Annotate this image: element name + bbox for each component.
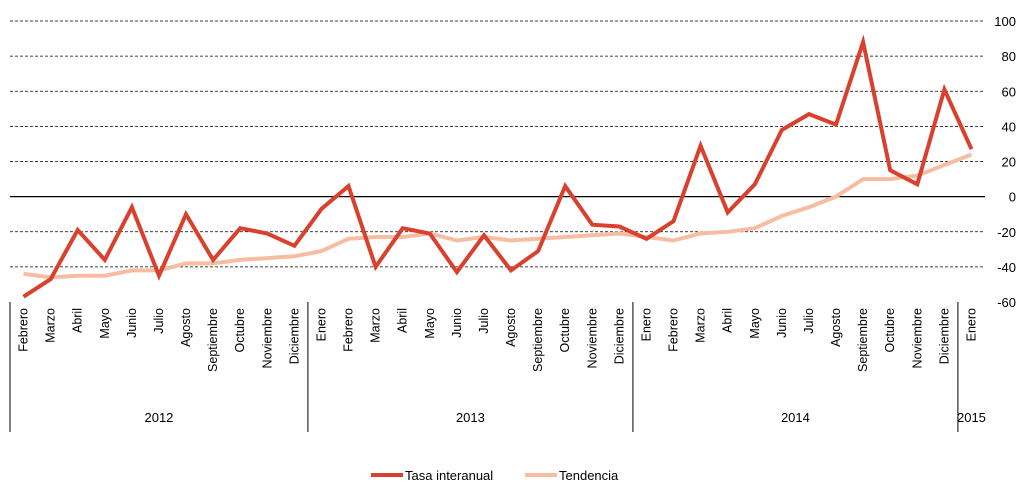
x-category-label: Noviembre	[910, 308, 924, 368]
x-category-label: Febrero	[667, 308, 681, 352]
y-tick-label: -40	[997, 260, 1016, 275]
y-tick-label: 100	[994, 14, 1016, 29]
year-label: 2012	[144, 410, 173, 425]
x-category-label: Agosto	[179, 308, 193, 347]
y-tick-label: 80	[1002, 49, 1016, 64]
gridlines	[10, 20, 985, 268]
x-category-label: Diciembre	[287, 308, 301, 364]
x-category-label: Mayo	[423, 308, 437, 339]
x-category-label: Julio	[802, 308, 816, 334]
legend-label-tasa-interanual: Tasa interanual	[405, 468, 493, 483]
axes	[9, 196, 985, 432]
y-tick-label: 20	[1002, 155, 1016, 170]
y-tick-labels: -60 -40 -20 0 20 40 60 80 100	[994, 14, 1016, 310]
x-category-label: Octubre	[233, 308, 247, 353]
series-lines	[22, 34, 974, 299]
x-category-label: Septiembre	[856, 308, 870, 372]
x-category-label: Enero	[639, 308, 653, 341]
x-category-label: Julio	[477, 308, 491, 334]
x-category-label: Junio	[125, 308, 139, 338]
x-category-label: Octubre	[558, 308, 572, 353]
x-category-label: Diciembre	[937, 308, 951, 364]
y-tick-label: -60	[997, 295, 1016, 310]
x-category-label: Septiembre	[206, 308, 220, 372]
x-category-label: Diciembre	[612, 308, 626, 364]
x-category-label: Julio	[152, 308, 166, 334]
x-category-label: Junio	[450, 308, 464, 338]
series-line-tasa-interanual	[22, 34, 974, 299]
x-category-label: Noviembre	[585, 308, 599, 368]
x-category-label: Agosto	[829, 308, 843, 347]
x-category-label: Marzo	[44, 308, 58, 343]
y-tick-label: -20	[997, 225, 1016, 240]
x-category-label: Mayo	[748, 308, 762, 339]
year-label: 2013	[456, 410, 485, 425]
x-category-label: Febrero	[342, 308, 356, 352]
y-tick-label: 40	[1002, 119, 1016, 134]
x-category-label: Noviembre	[260, 308, 274, 368]
x-category-labels: Febrero Marzo Abril Mayo Junio Julio Agosto Sep…	[17, 308, 979, 372]
year-label: 2015	[957, 410, 986, 425]
y-tick-label: 0	[1009, 190, 1016, 205]
x-category-label: Abril	[71, 308, 85, 333]
y-tick-label: 60	[1002, 84, 1016, 99]
x-category-label: Marzo	[694, 308, 708, 343]
x-category-label: Septiembre	[531, 308, 545, 372]
x-category-label: Octubre	[883, 308, 897, 353]
x-category-label: Enero	[314, 308, 328, 341]
x-category-label: Abril	[721, 308, 735, 333]
x-category-label: Junio	[775, 308, 789, 338]
year-labels: 2012 2013 2014 2015	[144, 410, 985, 425]
x-category-label: Marzo	[369, 308, 383, 343]
x-category-label: Febrero	[17, 308, 31, 352]
x-category-label: Enero	[964, 308, 978, 341]
x-category-label: Agosto	[504, 308, 518, 347]
series-line-tendencia	[23, 152, 973, 280]
year-label: 2014	[781, 410, 810, 425]
legend-label-tendencia: Tendencia	[559, 468, 619, 483]
x-category-label: Abril	[396, 308, 410, 333]
x-category-label: Mayo	[98, 308, 112, 339]
legend: Tasa interanual Tendencia	[371, 468, 619, 483]
